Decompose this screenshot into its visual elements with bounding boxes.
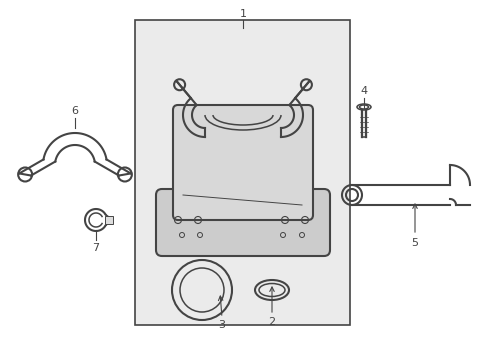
Text: 3: 3 bbox=[219, 320, 225, 330]
Text: 1: 1 bbox=[240, 9, 246, 19]
Text: 2: 2 bbox=[269, 317, 275, 327]
FancyBboxPatch shape bbox=[173, 105, 313, 220]
Text: 6: 6 bbox=[72, 106, 78, 116]
FancyBboxPatch shape bbox=[156, 189, 330, 256]
Text: 7: 7 bbox=[93, 243, 99, 253]
Bar bbox=[105, 216, 113, 224]
Text: 4: 4 bbox=[361, 86, 368, 96]
Text: 5: 5 bbox=[412, 238, 418, 248]
Bar bbox=[135, 20, 350, 325]
